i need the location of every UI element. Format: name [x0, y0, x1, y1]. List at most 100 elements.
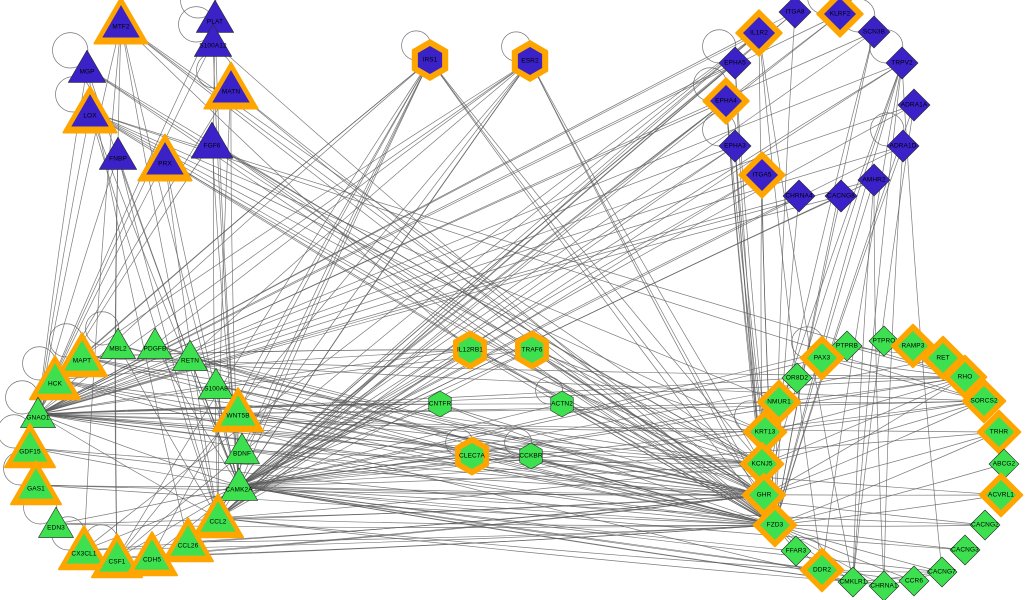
triangle-node[interactable]	[91, 533, 143, 582]
hexagon-node[interactable]	[451, 435, 493, 477]
diamond-node[interactable]	[879, 122, 927, 170]
triangle-node[interactable]	[137, 133, 193, 185]
diamond-node[interactable]	[752, 502, 798, 548]
triangle-node[interactable]	[131, 321, 179, 369]
node-body	[550, 390, 574, 418]
graph-edge	[217, 62, 903, 519]
triangle-node[interactable]	[62, 85, 118, 137]
hexagon-node[interactable]	[408, 38, 452, 82]
diamond-node[interactable]	[961, 378, 1007, 424]
diamond-node[interactable]	[891, 558, 937, 600]
node-body	[782, 179, 816, 213]
diamond-node[interactable]	[816, 0, 864, 38]
node-body	[778, 0, 812, 29]
hexagon-node[interactable]	[508, 39, 552, 83]
graph-edge	[37, 413, 1002, 496]
triangle-node[interactable]	[4, 423, 56, 472]
node-body	[807, 343, 837, 373]
diamond-node[interactable]	[890, 323, 936, 369]
graph-edge	[774, 431, 1000, 526]
graph-edge	[116, 32, 760, 559]
diamond-node[interactable]	[738, 151, 786, 199]
graph-edge	[215, 384, 765, 496]
node-body	[750, 417, 780, 447]
diamond-node[interactable]	[919, 549, 965, 595]
diamond-node[interactable]	[774, 355, 820, 401]
triangle-node[interactable]	[56, 332, 108, 381]
triangle-node[interactable]	[162, 517, 214, 566]
node-body	[224, 432, 260, 464]
diamond-node[interactable]	[742, 409, 788, 455]
graph-edge	[217, 32, 760, 519]
graph-edge	[217, 349, 533, 519]
hexagon-node[interactable]	[419, 383, 461, 425]
diamond-node[interactable]	[890, 81, 938, 129]
diamond-node[interactable]	[817, 172, 865, 220]
diamond-node[interactable]	[735, 9, 783, 57]
node-body	[986, 480, 1016, 510]
node-body	[764, 387, 794, 417]
graph-edge	[117, 344, 219, 519]
node-body	[886, 129, 920, 163]
triangle-node[interactable]	[93, 0, 149, 48]
diamond-node[interactable]	[978, 472, 1024, 518]
diamond-node[interactable]	[771, 0, 819, 36]
node-body	[66, 533, 102, 564]
graph-edge	[29, 447, 240, 487]
node-body	[949, 534, 981, 566]
triangle-node[interactable]	[188, 17, 238, 67]
diamond-node[interactable]	[878, 39, 926, 87]
graph-edge	[217, 60, 531, 519]
hexagon-node[interactable]	[541, 383, 583, 425]
diamond-node[interactable]	[773, 528, 819, 574]
triangle-node[interactable]	[192, 493, 244, 542]
diamond-node[interactable]	[850, 8, 898, 56]
triangle-node[interactable]	[62, 43, 112, 93]
triangle-node[interactable]	[93, 130, 143, 180]
triangle-node[interactable]	[126, 531, 178, 580]
graph-edge	[83, 485, 240, 551]
graph-edge	[81, 60, 531, 358]
graph-edge	[241, 449, 765, 496]
triangle-node[interactable]	[58, 525, 110, 574]
diamond-node[interactable]	[942, 527, 988, 573]
diamond-node[interactable]	[830, 559, 876, 600]
node-body	[200, 501, 236, 532]
node-body	[950, 362, 980, 392]
graph-edge	[86, 67, 765, 496]
triangle-node[interactable]	[94, 321, 142, 369]
diamond-node[interactable]	[702, 77, 750, 125]
graph-edge	[217, 87, 232, 519]
hexagon-node[interactable]	[511, 329, 553, 371]
diamond-node[interactable]	[861, 563, 907, 600]
hexagon-node[interactable]	[510, 435, 552, 477]
triangle-node[interactable]	[218, 426, 266, 474]
triangle-node[interactable]	[214, 461, 264, 511]
diamond-node[interactable]	[861, 318, 907, 364]
graph-edge	[774, 524, 943, 573]
diamond-node[interactable]	[711, 122, 759, 170]
diamond-node[interactable]	[850, 156, 898, 204]
diamond-node[interactable]	[775, 172, 823, 220]
triangle-node[interactable]	[166, 333, 214, 381]
triangle-node[interactable]	[185, 115, 239, 169]
triangle-node[interactable]	[212, 387, 264, 436]
node-body	[885, 46, 919, 80]
diamond-node[interactable]	[711, 39, 759, 87]
self-loop-edge	[504, 428, 533, 457]
graph-edge	[238, 59, 431, 487]
triangle-node[interactable]	[10, 460, 62, 509]
triangle-node[interactable]	[14, 390, 62, 438]
diamond-node[interactable]	[799, 547, 845, 593]
triangle-node[interactable]	[29, 355, 81, 404]
hexagon-node[interactable]	[449, 329, 491, 371]
diamond-node[interactable]	[799, 335, 845, 381]
diamond-node[interactable]	[962, 502, 1008, 548]
triangle-node[interactable]	[32, 500, 80, 548]
node-body	[137, 327, 173, 359]
triangle-node[interactable]	[203, 61, 259, 113]
triangle-node[interactable]	[192, 361, 240, 409]
diamond-node[interactable]	[976, 409, 1022, 455]
graph-edge	[230, 87, 776, 526]
